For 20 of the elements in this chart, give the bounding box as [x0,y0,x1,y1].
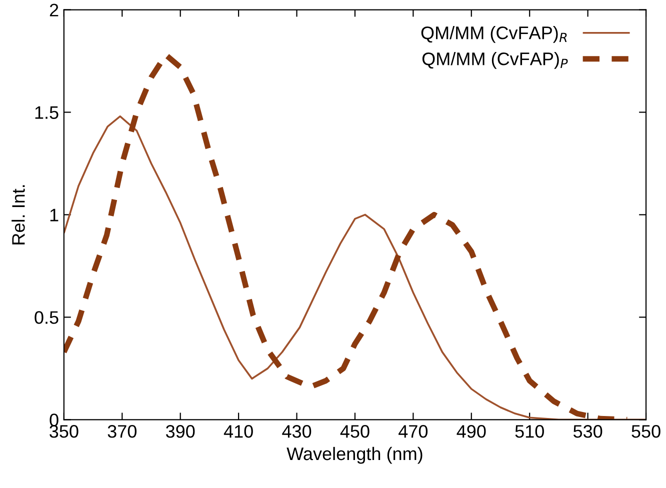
y-tick-label: 0.5 [34,311,58,324]
x-tick-label: 530 [573,425,602,438]
x-tick-label: 370 [108,425,136,438]
legend-label: QM/MM (CvFAP)$_{R}$ [421,26,567,43]
x-tick-label: 550 [632,425,660,438]
x-tick-label: 490 [456,425,486,438]
y-tick-label: 1.5 [35,106,58,119]
x-axis-title: Wavelength (nm) [286,446,422,464]
y-tick-label: 1 [50,208,58,222]
y-tick-label: 2 [50,4,58,16]
y-axis-title: Rel. Int. [12,185,25,244]
x-tick-label: 410 [224,425,253,438]
legend-label: QM/MM (CvFAP)$_{P}$ [422,52,568,69]
x-tick-label: 470 [398,425,428,438]
x-tick-label: 450 [340,425,370,438]
x-tick-label: 510 [515,425,544,438]
y-tick-label: 0 [50,414,58,426]
x-tick-label: 350 [50,425,78,438]
x-tick-label: 390 [166,425,195,438]
x-tick-label: 430 [282,425,312,438]
